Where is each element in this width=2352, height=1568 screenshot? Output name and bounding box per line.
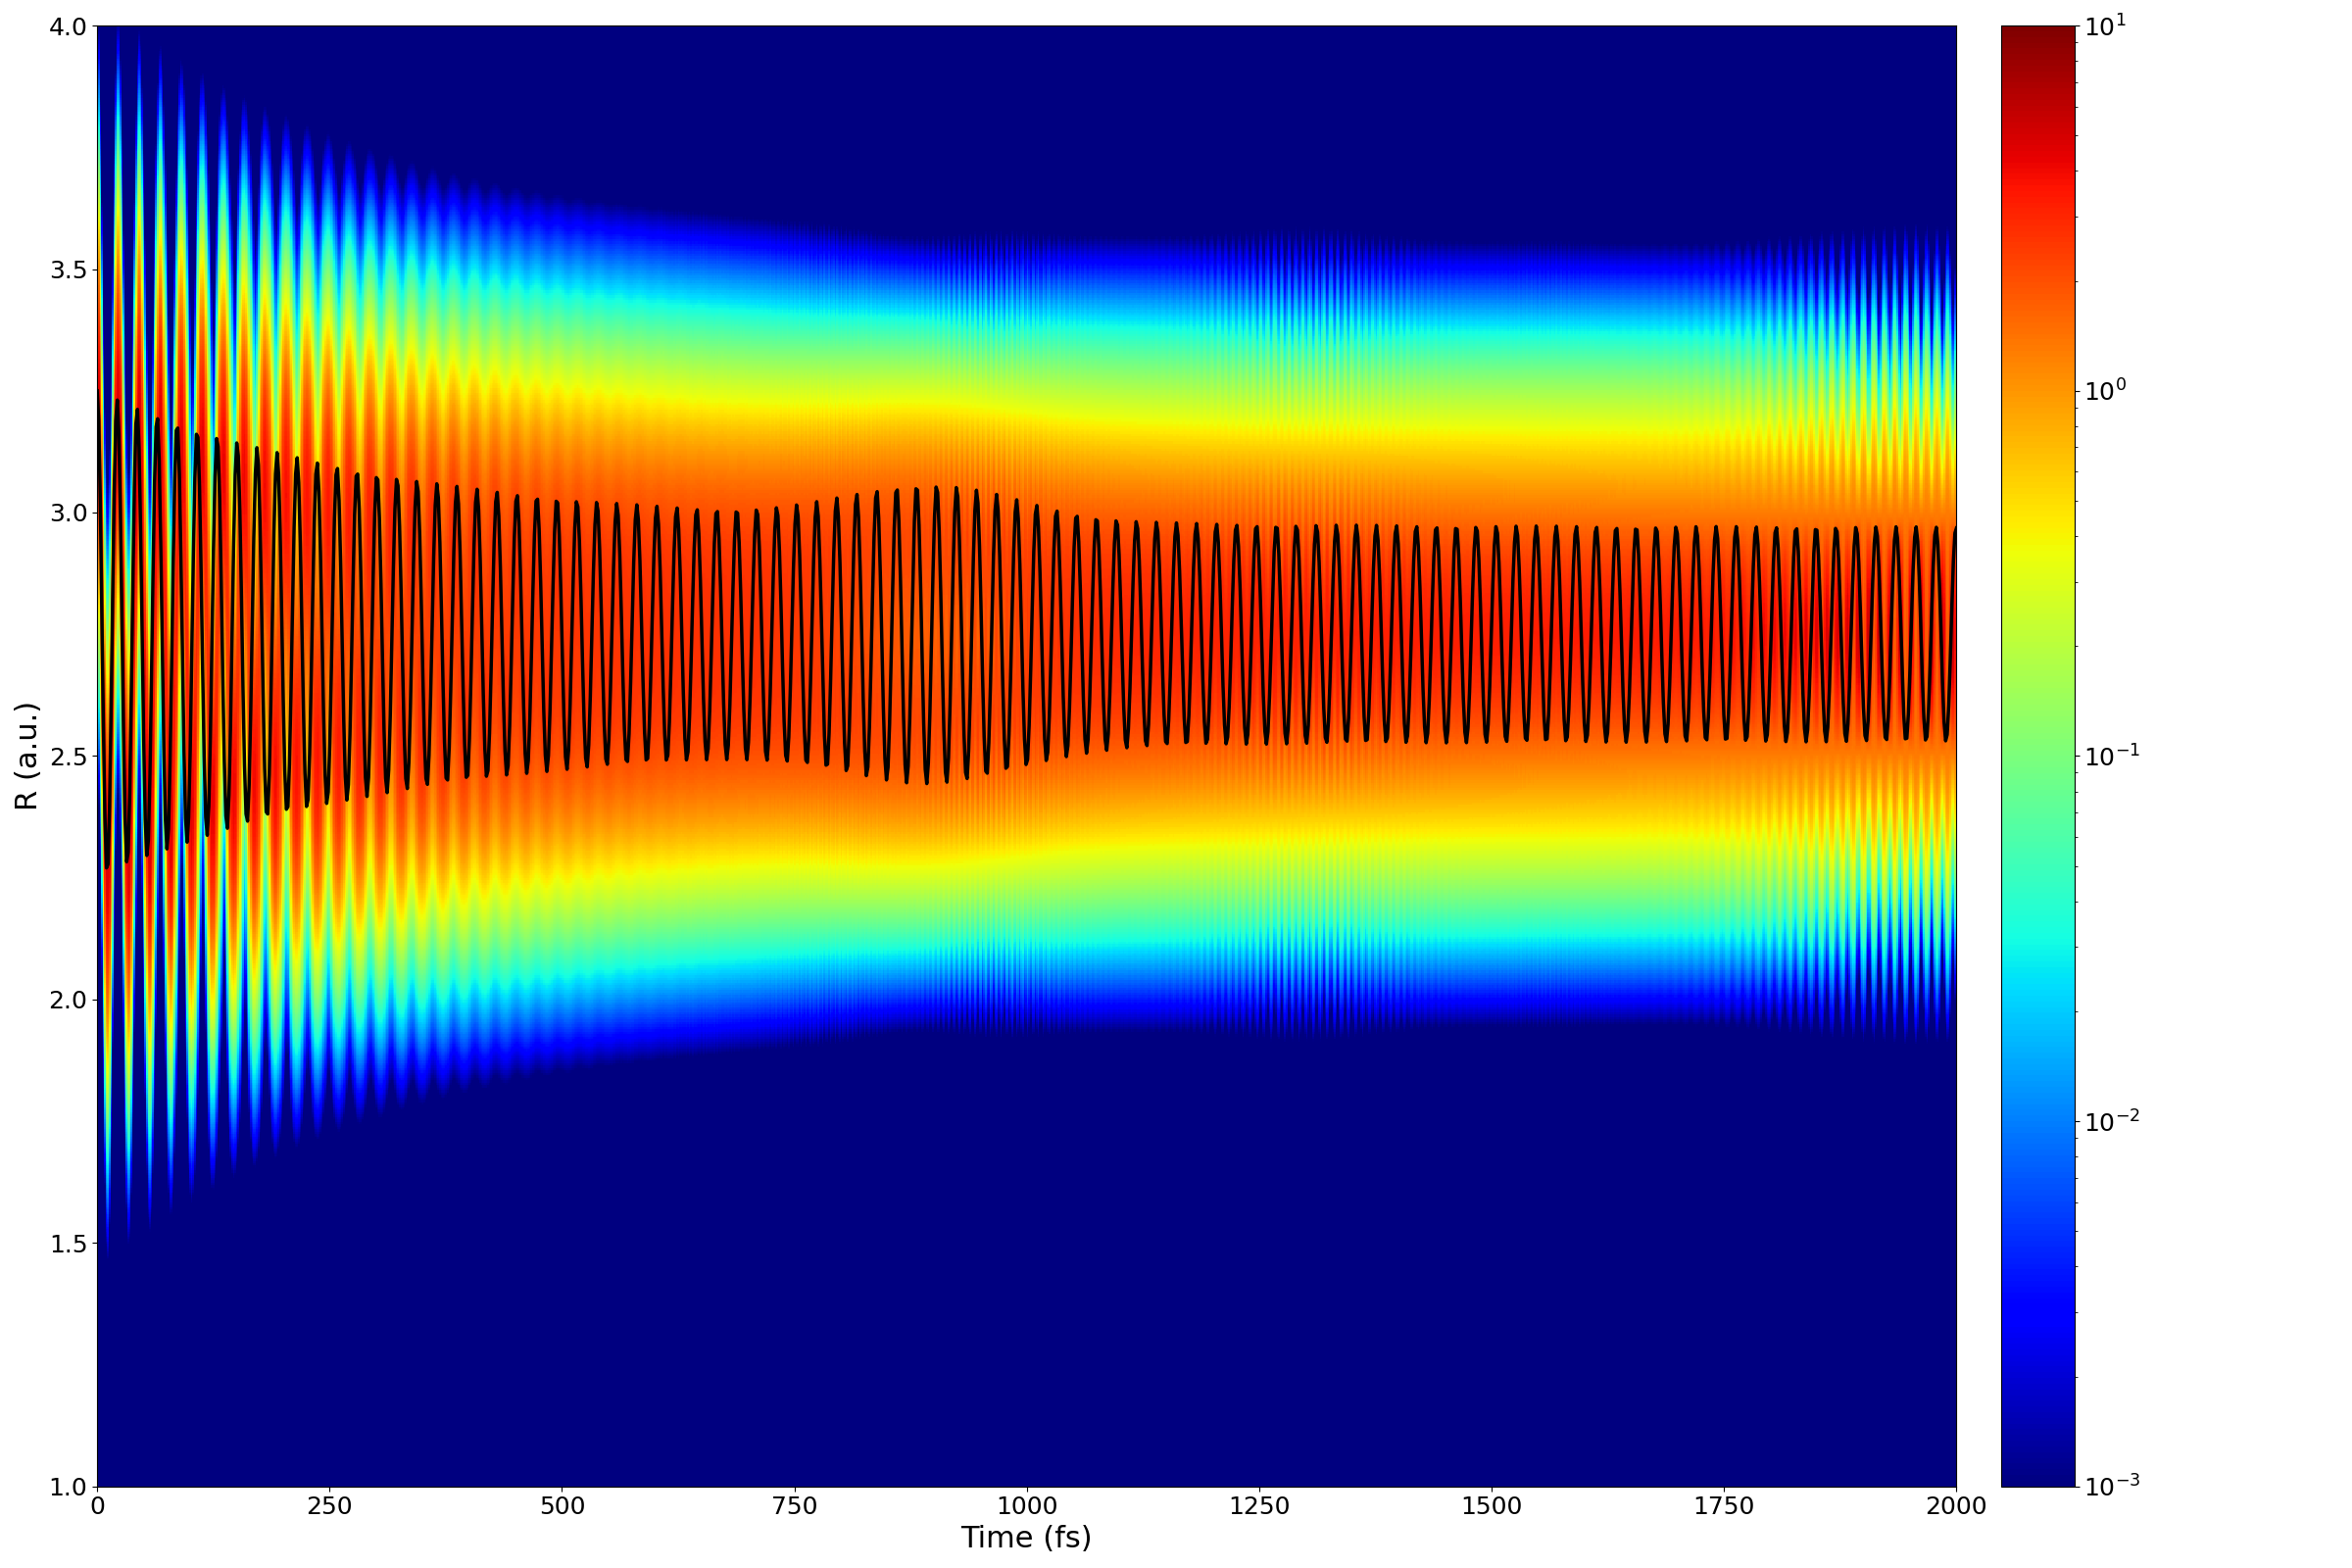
X-axis label: Time (fs): Time (fs) [962,1524,1094,1554]
Y-axis label: R (a.u.): R (a.u.) [14,701,42,811]
